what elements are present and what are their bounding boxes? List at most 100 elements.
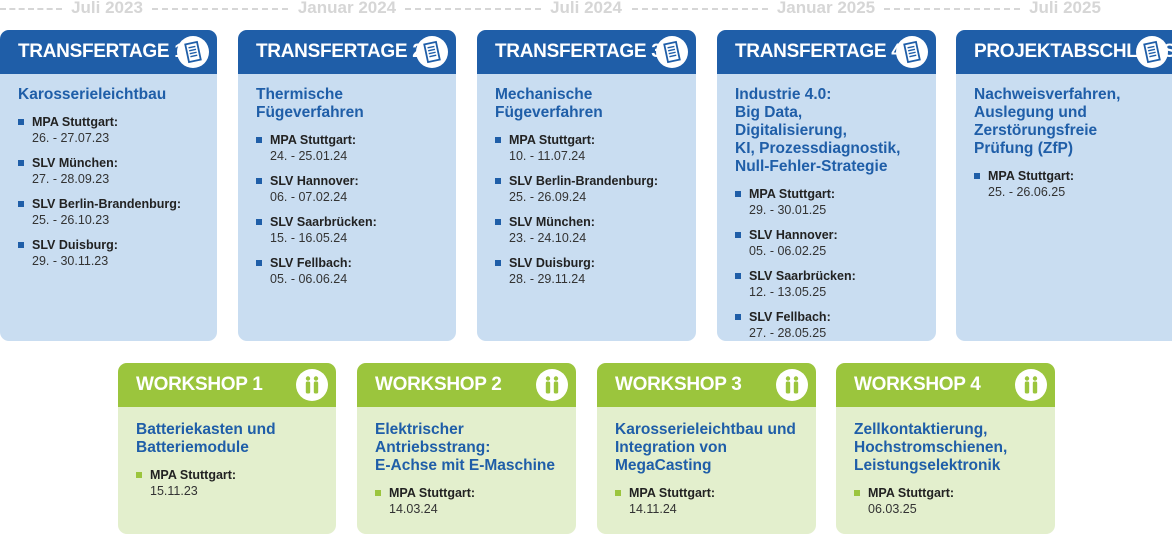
event-date: 29. - 30.01.25 (749, 203, 827, 217)
card-title: TRANSFERTAGE 3 (495, 41, 662, 62)
event-location: SLV Berlin-Brandenburg: (509, 174, 659, 188)
bullet (615, 490, 621, 496)
timeline-label: Januar 2025 (776, 0, 876, 17)
topic-line: Big Data, Digitalisierung, (735, 104, 847, 139)
timeline-dash (152, 8, 288, 10)
event-entry: SLV Berlin-Brandenburg: 25. - 26.09.24 (495, 173, 678, 205)
card-header: WORKSHOP 4 (836, 363, 1055, 407)
card-topic: Nachweisverfahren, Auslegung und Zerstör… (974, 86, 1154, 158)
bullet (495, 219, 501, 225)
bullet (735, 273, 741, 279)
event-entry: SLV Duisburg: 28. - 29.11.24 (495, 255, 678, 287)
timeline-dash (0, 8, 62, 10)
event-entry: SLV Duisburg: 29. - 30.11.23 (18, 237, 199, 269)
card-title: PROJEKTABSCHLUSS (974, 41, 1172, 62)
event-date: 27. - 28.05.25 (749, 326, 827, 340)
card-topic: Zellkontaktierung, Hochstromschienen, Le… (854, 421, 1037, 475)
event-location: MPA Stuttgart: (988, 169, 1075, 183)
bullet (495, 178, 501, 184)
timeline-label: Januar 2024 (297, 0, 397, 17)
topic-line: Karosserieleichtbau und (615, 421, 796, 438)
projektabschluss-card: PROJEKTABSCHLUSS Nachweisverfahren, Ausl… (956, 30, 1172, 341)
event-location: SLV Duisburg: (509, 256, 595, 270)
transfertage-card-1: TRANSFERTAGE 1 Karosserieleichtbau MPA S… (0, 30, 217, 341)
event-date: 14.11.24 (629, 502, 677, 516)
card-header: WORKSHOP 3 (597, 363, 816, 407)
event-entry: SLV München: 23. - 24.10.24 (495, 214, 678, 246)
document-icon (1136, 36, 1168, 68)
event-date: 14.03.24 (389, 502, 438, 516)
topic-line: Zerstörungsfreie (974, 122, 1098, 139)
event-date: 29. - 30.11.23 (32, 254, 109, 268)
bullet (854, 490, 860, 496)
event-entry: SLV Saarbrücken: 15. - 16.05.24 (256, 214, 438, 246)
event-date: 24. - 25.01.24 (270, 149, 348, 163)
event-location: MPA Stuttgart: (749, 187, 836, 201)
card-title: WORKSHOP 1 (136, 374, 263, 395)
topic-line: Nachweisverfahren, (974, 86, 1121, 103)
card-header: TRANSFERTAGE 4 (717, 30, 936, 74)
document-icon (656, 36, 688, 68)
bullet (735, 314, 741, 320)
event-entry: MPA Stuttgart: 25. - 26.06.25 (974, 168, 1154, 200)
card-title: WORKSHOP 4 (854, 374, 981, 395)
event-location: SLV Fellbach: (270, 256, 352, 270)
bullet (735, 191, 741, 197)
event-entry: MPA Stuttgart: 15.11.23 (136, 467, 318, 499)
event-date: 10. - 11.07.24 (509, 149, 586, 163)
timeline-label: Juli 2024 (550, 0, 622, 17)
event-location: SLV Saarbrücken: (270, 215, 377, 229)
workshop-card-4: WORKSHOP 4 Zellkontaktierung, Hochstroms… (836, 363, 1055, 534)
topic-line: Hochstromschienen, (854, 439, 1008, 456)
bullet (18, 160, 24, 166)
event-location: MPA Stuttgart: (32, 115, 119, 129)
topic-line: Auslegung und (974, 104, 1087, 121)
bullet (256, 260, 262, 266)
event-location: MPA Stuttgart: (150, 468, 237, 482)
timeline-label: Juli 2023 (71, 0, 143, 17)
timeline-dash (632, 8, 768, 10)
bullet (375, 490, 381, 496)
event-location: MPA Stuttgart: (629, 486, 716, 500)
document-icon (896, 36, 928, 68)
event-location: SLV Hannover: (270, 174, 359, 188)
topic-line: Leistungselektronik (854, 457, 1001, 474)
people-icon (1015, 369, 1047, 401)
card-topic: Mechanische Fügeverfahren (495, 86, 603, 121)
workshop-card-1: WORKSHOP 1 Batteriekasten und Batteriemo… (118, 363, 336, 534)
bullet (256, 219, 262, 225)
card-title: WORKSHOP 2 (375, 374, 502, 395)
event-date: 12. - 13.05.25 (749, 285, 827, 299)
topic-line: Integration von MegaCasting (615, 439, 727, 474)
bullet (495, 137, 501, 143)
card-header: WORKSHOP 1 (118, 363, 336, 407)
bullet (256, 137, 262, 143)
event-entry: SLV Fellbach: 05. - 06.06.24 (256, 255, 438, 287)
event-entry: MPA Stuttgart: 10. - 11.07.24 (495, 132, 678, 164)
event-entry: MPA Stuttgart: 14.03.24 (375, 485, 558, 517)
event-location: SLV Duisburg: (32, 238, 118, 252)
card-topic: Karosserieleichtbau und Integration von … (615, 421, 798, 475)
card-title: TRANSFERTAGE 2 (256, 41, 423, 62)
card-title: WORKSHOP 3 (615, 374, 742, 395)
event-location: MPA Stuttgart: (509, 133, 596, 147)
event-location: SLV Hannover: (749, 228, 838, 242)
card-topic: Industrie 4.0: Big Data, Digitalisierung… (735, 86, 918, 176)
event-date: 27. - 28.09.23 (32, 172, 110, 186)
event-location: MPA Stuttgart: (270, 133, 357, 147)
event-date: 06.03.25 (868, 502, 917, 516)
event-date: 05. - 06.02.25 (749, 244, 827, 258)
document-icon (416, 36, 448, 68)
transfertage-card-4: TRANSFERTAGE 4 Industrie 4.0: Big Data, … (717, 30, 936, 341)
event-location: SLV München: (32, 156, 118, 170)
event-date: 25. - 26.09.24 (509, 190, 587, 204)
document-icon (177, 36, 209, 68)
event-location: SLV München: (509, 215, 595, 229)
event-date: 28. - 29.11.24 (509, 272, 586, 286)
workshop-card-3: WORKSHOP 3 Karosserieleichtbau und Integ… (597, 363, 816, 534)
card-header: TRANSFERTAGE 2 (238, 30, 456, 74)
bullet (18, 119, 24, 125)
event-location: MPA Stuttgart: (868, 486, 955, 500)
card-topic: Elektrischer Antriebsstrang: E-Achse mit… (375, 421, 558, 475)
event-location: SLV Saarbrücken: (749, 269, 856, 283)
